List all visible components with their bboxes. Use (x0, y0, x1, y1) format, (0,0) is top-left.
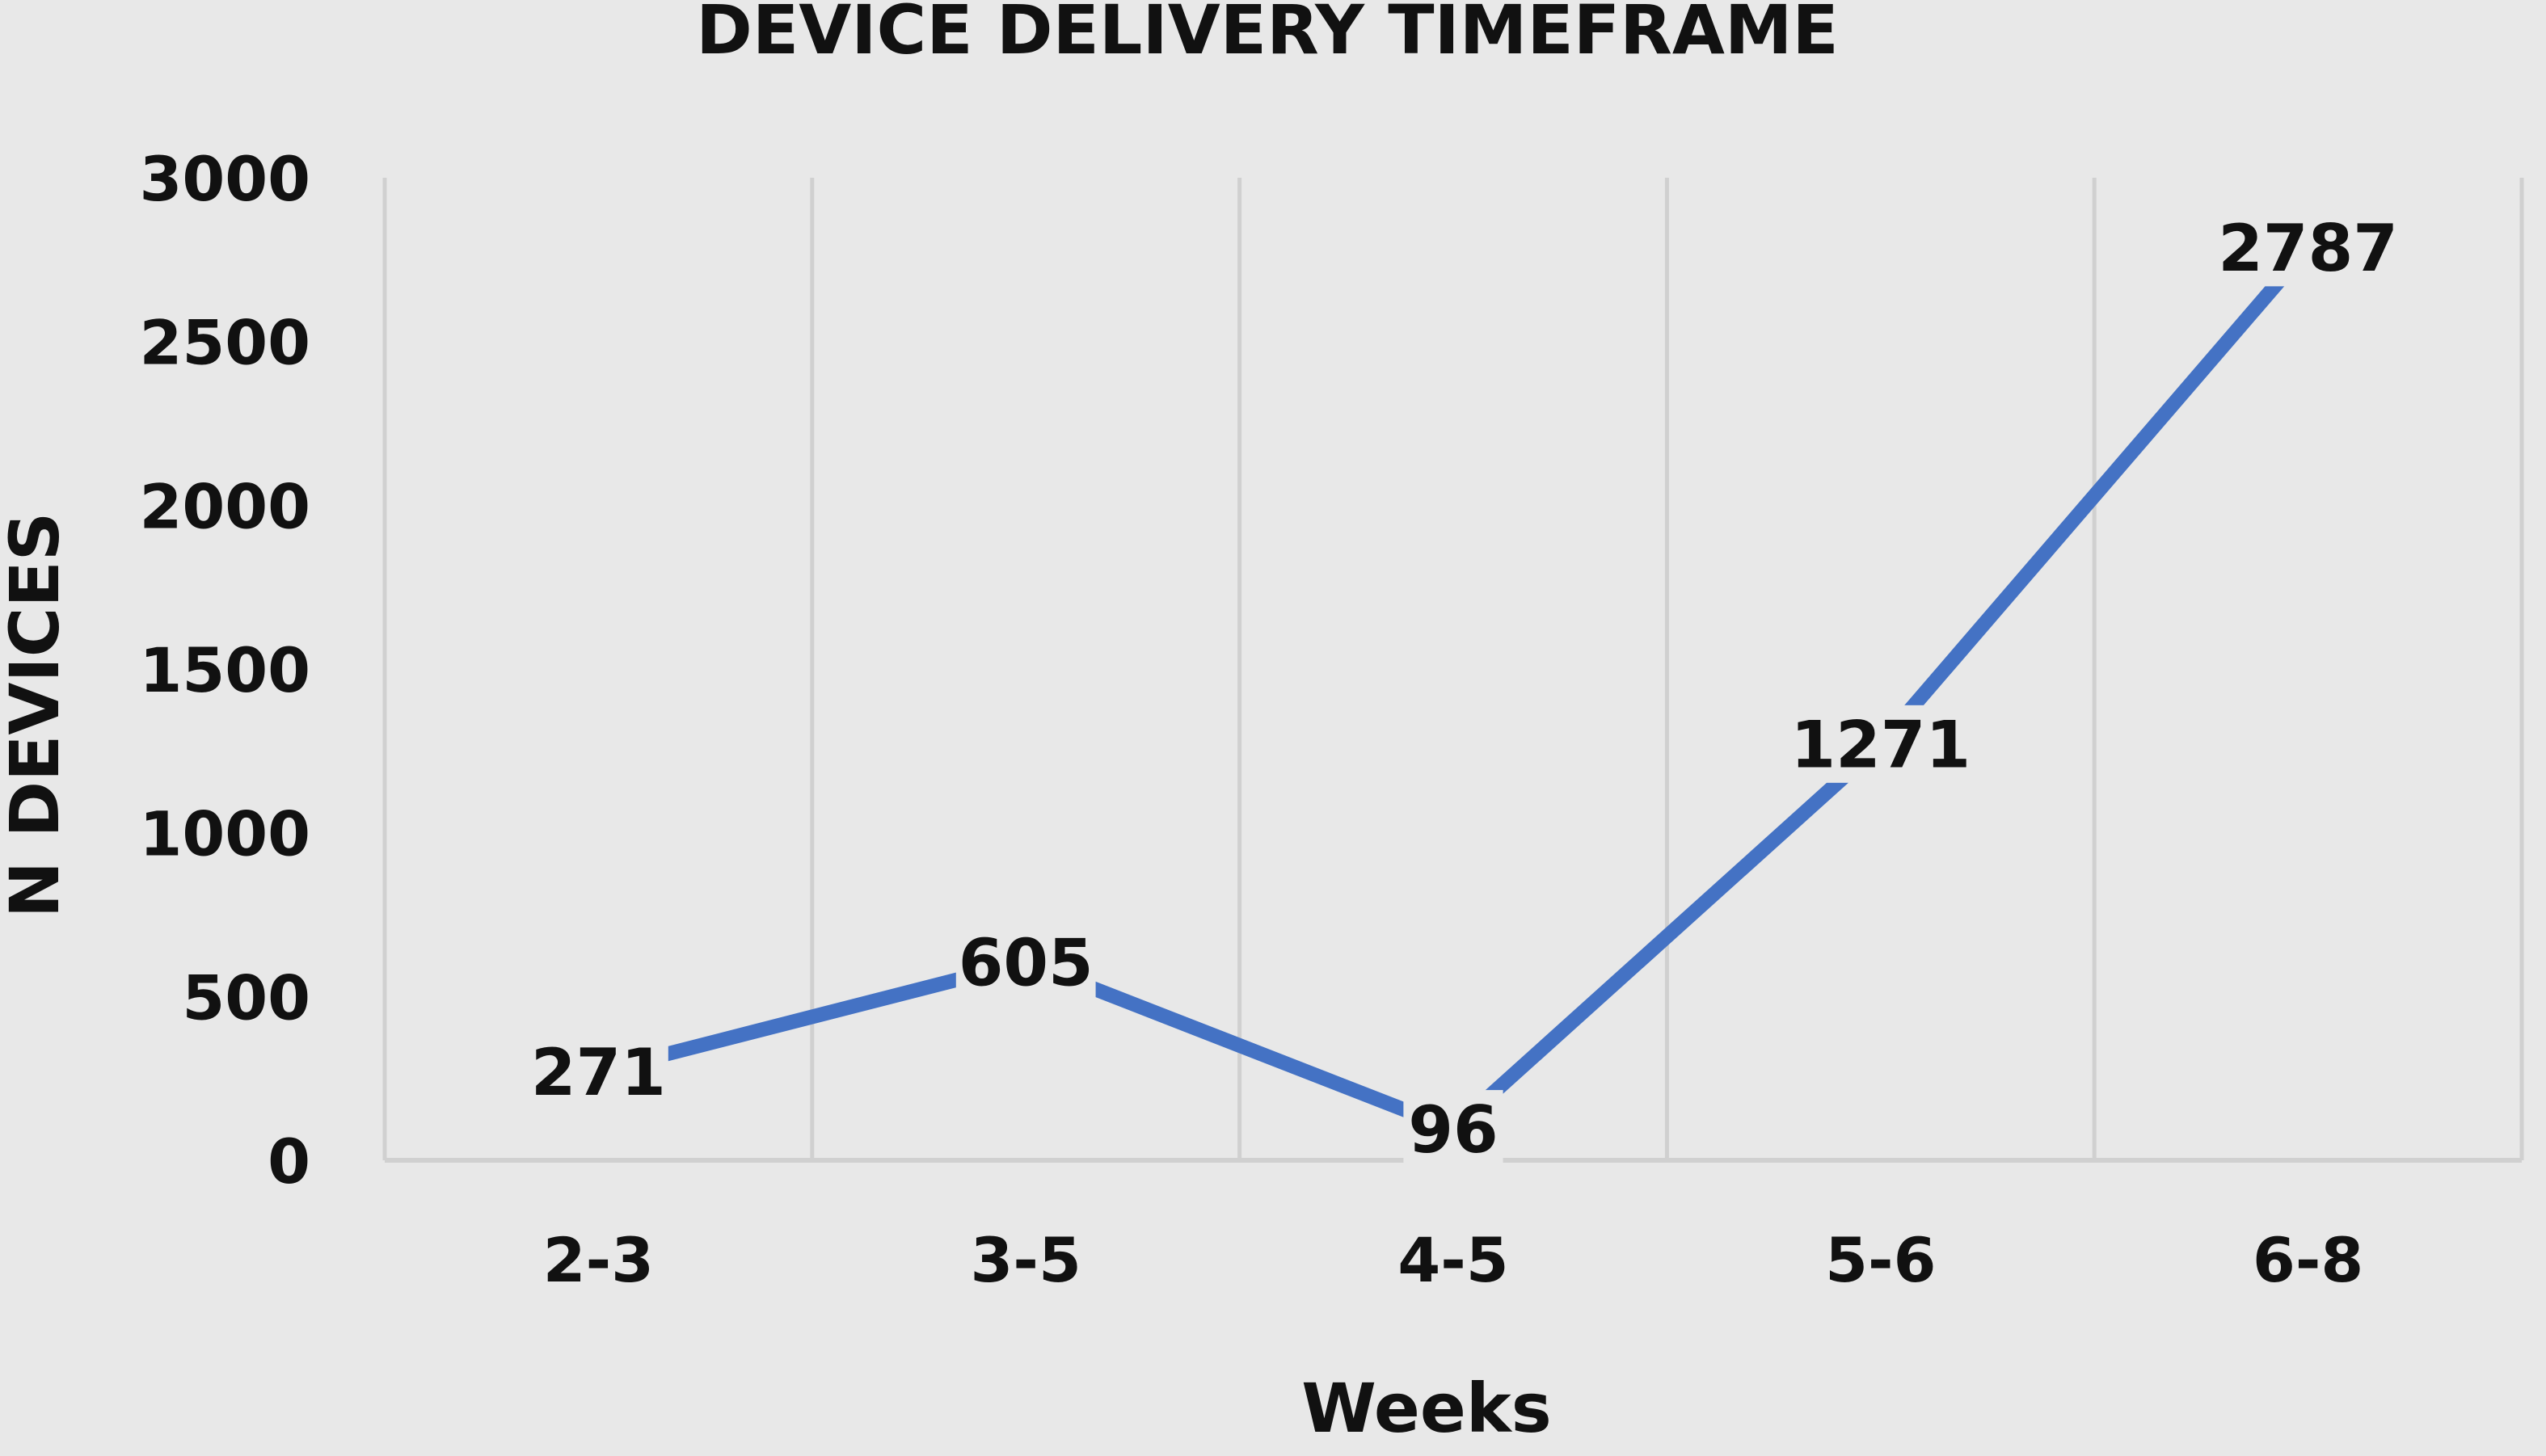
x-axis-label: Weeks (1301, 1369, 1551, 1448)
y-tick-label: 500 (182, 962, 310, 1033)
data-label: 605 (959, 926, 1094, 1001)
data-label: 1271 (1790, 708, 1971, 783)
gridlines (382, 178, 2524, 1160)
data-label: 271 (531, 1035, 666, 1110)
y-tick-label: 1000 (139, 798, 310, 870)
x-tick-label: 3-5 (971, 1224, 1081, 1296)
chart-title: DEVICE DELIVERY TIMEFRAME (696, 0, 1839, 69)
data-label-background (529, 1033, 668, 1111)
y-tick-label: 0 (268, 1126, 310, 1197)
x-tick-label: 5-6 (1825, 1224, 1936, 1296)
y-tick-label: 1500 (139, 634, 310, 706)
data-label: 96 (1408, 1092, 1498, 1168)
y-tick-label: 2500 (139, 307, 310, 379)
axes: 0 500 1000 1500 2000 2500 3000 2-3 3-5 4-5 5-6 6-8 (139, 143, 2522, 1296)
data-label-background (1403, 1090, 1503, 1168)
x-tick-label: 6-8 (2253, 1224, 2363, 1296)
data-label-background (2218, 208, 2398, 287)
y-tick-label: 3000 (139, 143, 310, 215)
data-label-background (955, 923, 1096, 1001)
y-axis-label: N DEVICES (0, 512, 74, 918)
x-tick-label: 4-5 (1397, 1224, 1508, 1296)
data-label-background (1790, 705, 1971, 783)
x-tick-label: 2-3 (543, 1224, 654, 1296)
data-label: 2787 (2218, 211, 2398, 286)
data-labels: 271 605 96 1271 2787 (529, 208, 2398, 1168)
y-tick-label: 2000 (139, 470, 310, 542)
